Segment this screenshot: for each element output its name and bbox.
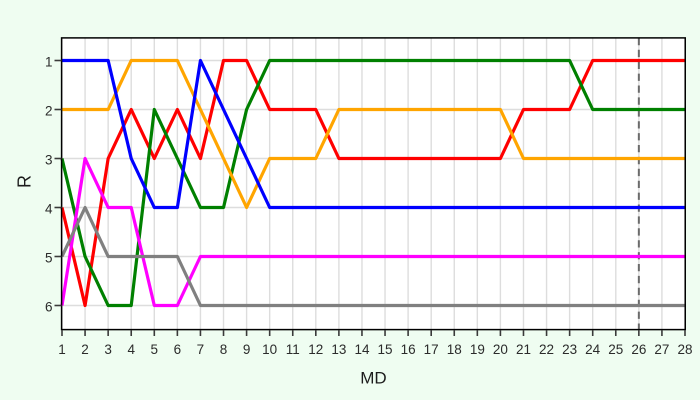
svg-text:13: 13 <box>331 342 346 357</box>
svg-text:10: 10 <box>262 342 277 357</box>
svg-text:20: 20 <box>493 342 508 357</box>
svg-text:1: 1 <box>45 55 53 70</box>
svg-text:MD: MD <box>360 369 386 388</box>
svg-text:5: 5 <box>45 251 53 266</box>
svg-text:24: 24 <box>585 342 601 357</box>
svg-text:6: 6 <box>45 300 53 315</box>
svg-text:17: 17 <box>424 342 439 357</box>
svg-text:2: 2 <box>81 342 89 357</box>
svg-text:4: 4 <box>45 202 53 217</box>
svg-text:9: 9 <box>243 342 251 357</box>
svg-text:2: 2 <box>45 104 53 119</box>
svg-text:R: R <box>15 175 35 188</box>
svg-text:15: 15 <box>378 342 393 357</box>
svg-text:6: 6 <box>174 342 182 357</box>
svg-text:7: 7 <box>197 342 205 357</box>
svg-text:11: 11 <box>286 342 300 357</box>
svg-text:16: 16 <box>401 342 416 357</box>
svg-text:8: 8 <box>220 342 228 357</box>
svg-text:22: 22 <box>539 342 554 357</box>
svg-text:3: 3 <box>104 342 112 357</box>
svg-text:12: 12 <box>308 342 323 357</box>
svg-text:23: 23 <box>562 342 577 357</box>
svg-text:26: 26 <box>631 342 646 357</box>
svg-text:25: 25 <box>608 342 623 357</box>
svg-text:3: 3 <box>45 153 53 168</box>
svg-text:4: 4 <box>127 342 135 357</box>
svg-text:1: 1 <box>58 342 66 357</box>
svg-text:19: 19 <box>470 342 485 357</box>
svg-text:27: 27 <box>654 342 669 357</box>
svg-text:28: 28 <box>677 342 692 357</box>
svg-text:18: 18 <box>447 342 462 357</box>
svg-text:5: 5 <box>151 342 159 357</box>
svg-text:21: 21 <box>516 342 531 357</box>
svg-text:14: 14 <box>354 342 370 357</box>
